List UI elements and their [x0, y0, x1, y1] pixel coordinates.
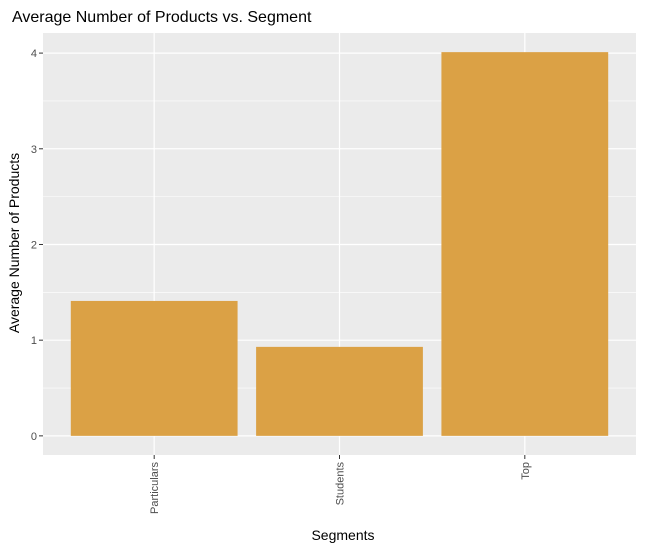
y-axis-ticks: 0 1 2 3 4: [31, 48, 43, 443]
x-axis-title: Segments: [311, 527, 374, 543]
y-axis-title: Average Number of Products: [6, 153, 22, 333]
y-tick-label: 4: [31, 48, 37, 60]
bars: [70, 52, 609, 436]
y-tick-label: 0: [31, 431, 37, 443]
bar-particulars: [70, 300, 238, 436]
chart-title: Average Number of Products vs. Segment: [12, 9, 312, 26]
bar-top: [441, 52, 609, 436]
x-axis-ticks: Particulars Students Top: [149, 455, 532, 514]
y-tick-label: 2: [31, 239, 37, 251]
x-tick-label: Particulars: [149, 462, 161, 514]
y-tick-label: 3: [31, 144, 37, 156]
bar-students: [256, 346, 423, 436]
x-tick-label: Top: [520, 462, 532, 480]
y-tick-label: 1: [31, 335, 37, 347]
x-tick-label: Students: [335, 462, 347, 506]
